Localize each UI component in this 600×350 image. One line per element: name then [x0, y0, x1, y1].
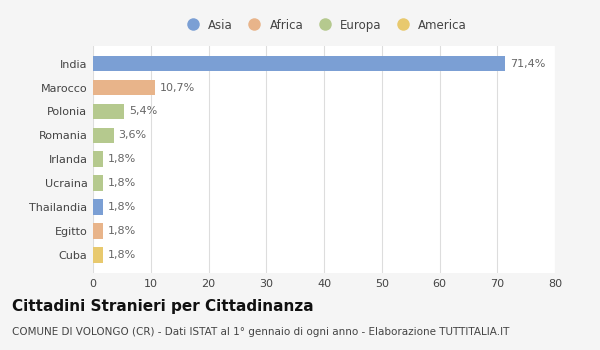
Legend: Asia, Africa, Europa, America: Asia, Africa, Europa, America [178, 15, 470, 35]
Text: 1,8%: 1,8% [108, 202, 136, 212]
Bar [93, 56, 505, 71]
Text: Cittadini Stranieri per Cittadinanza: Cittadini Stranieri per Cittadinanza [12, 299, 314, 314]
Text: 71,4%: 71,4% [510, 58, 545, 69]
Text: 3,6%: 3,6% [118, 130, 146, 140]
Bar [93, 223, 103, 239]
Text: 5,4%: 5,4% [129, 106, 157, 117]
Bar [93, 175, 103, 191]
Bar [93, 80, 155, 95]
Bar [93, 152, 103, 167]
Bar [93, 199, 103, 215]
Text: 10,7%: 10,7% [160, 83, 194, 92]
Bar [93, 127, 114, 143]
Bar [93, 104, 124, 119]
Text: COMUNE DI VOLONGO (CR) - Dati ISTAT al 1° gennaio di ogni anno - Elaborazione TU: COMUNE DI VOLONGO (CR) - Dati ISTAT al 1… [12, 327, 509, 337]
Text: 1,8%: 1,8% [108, 154, 136, 164]
Text: 1,8%: 1,8% [108, 226, 136, 236]
Text: 1,8%: 1,8% [108, 250, 136, 260]
Bar [93, 247, 103, 262]
Text: 1,8%: 1,8% [108, 178, 136, 188]
